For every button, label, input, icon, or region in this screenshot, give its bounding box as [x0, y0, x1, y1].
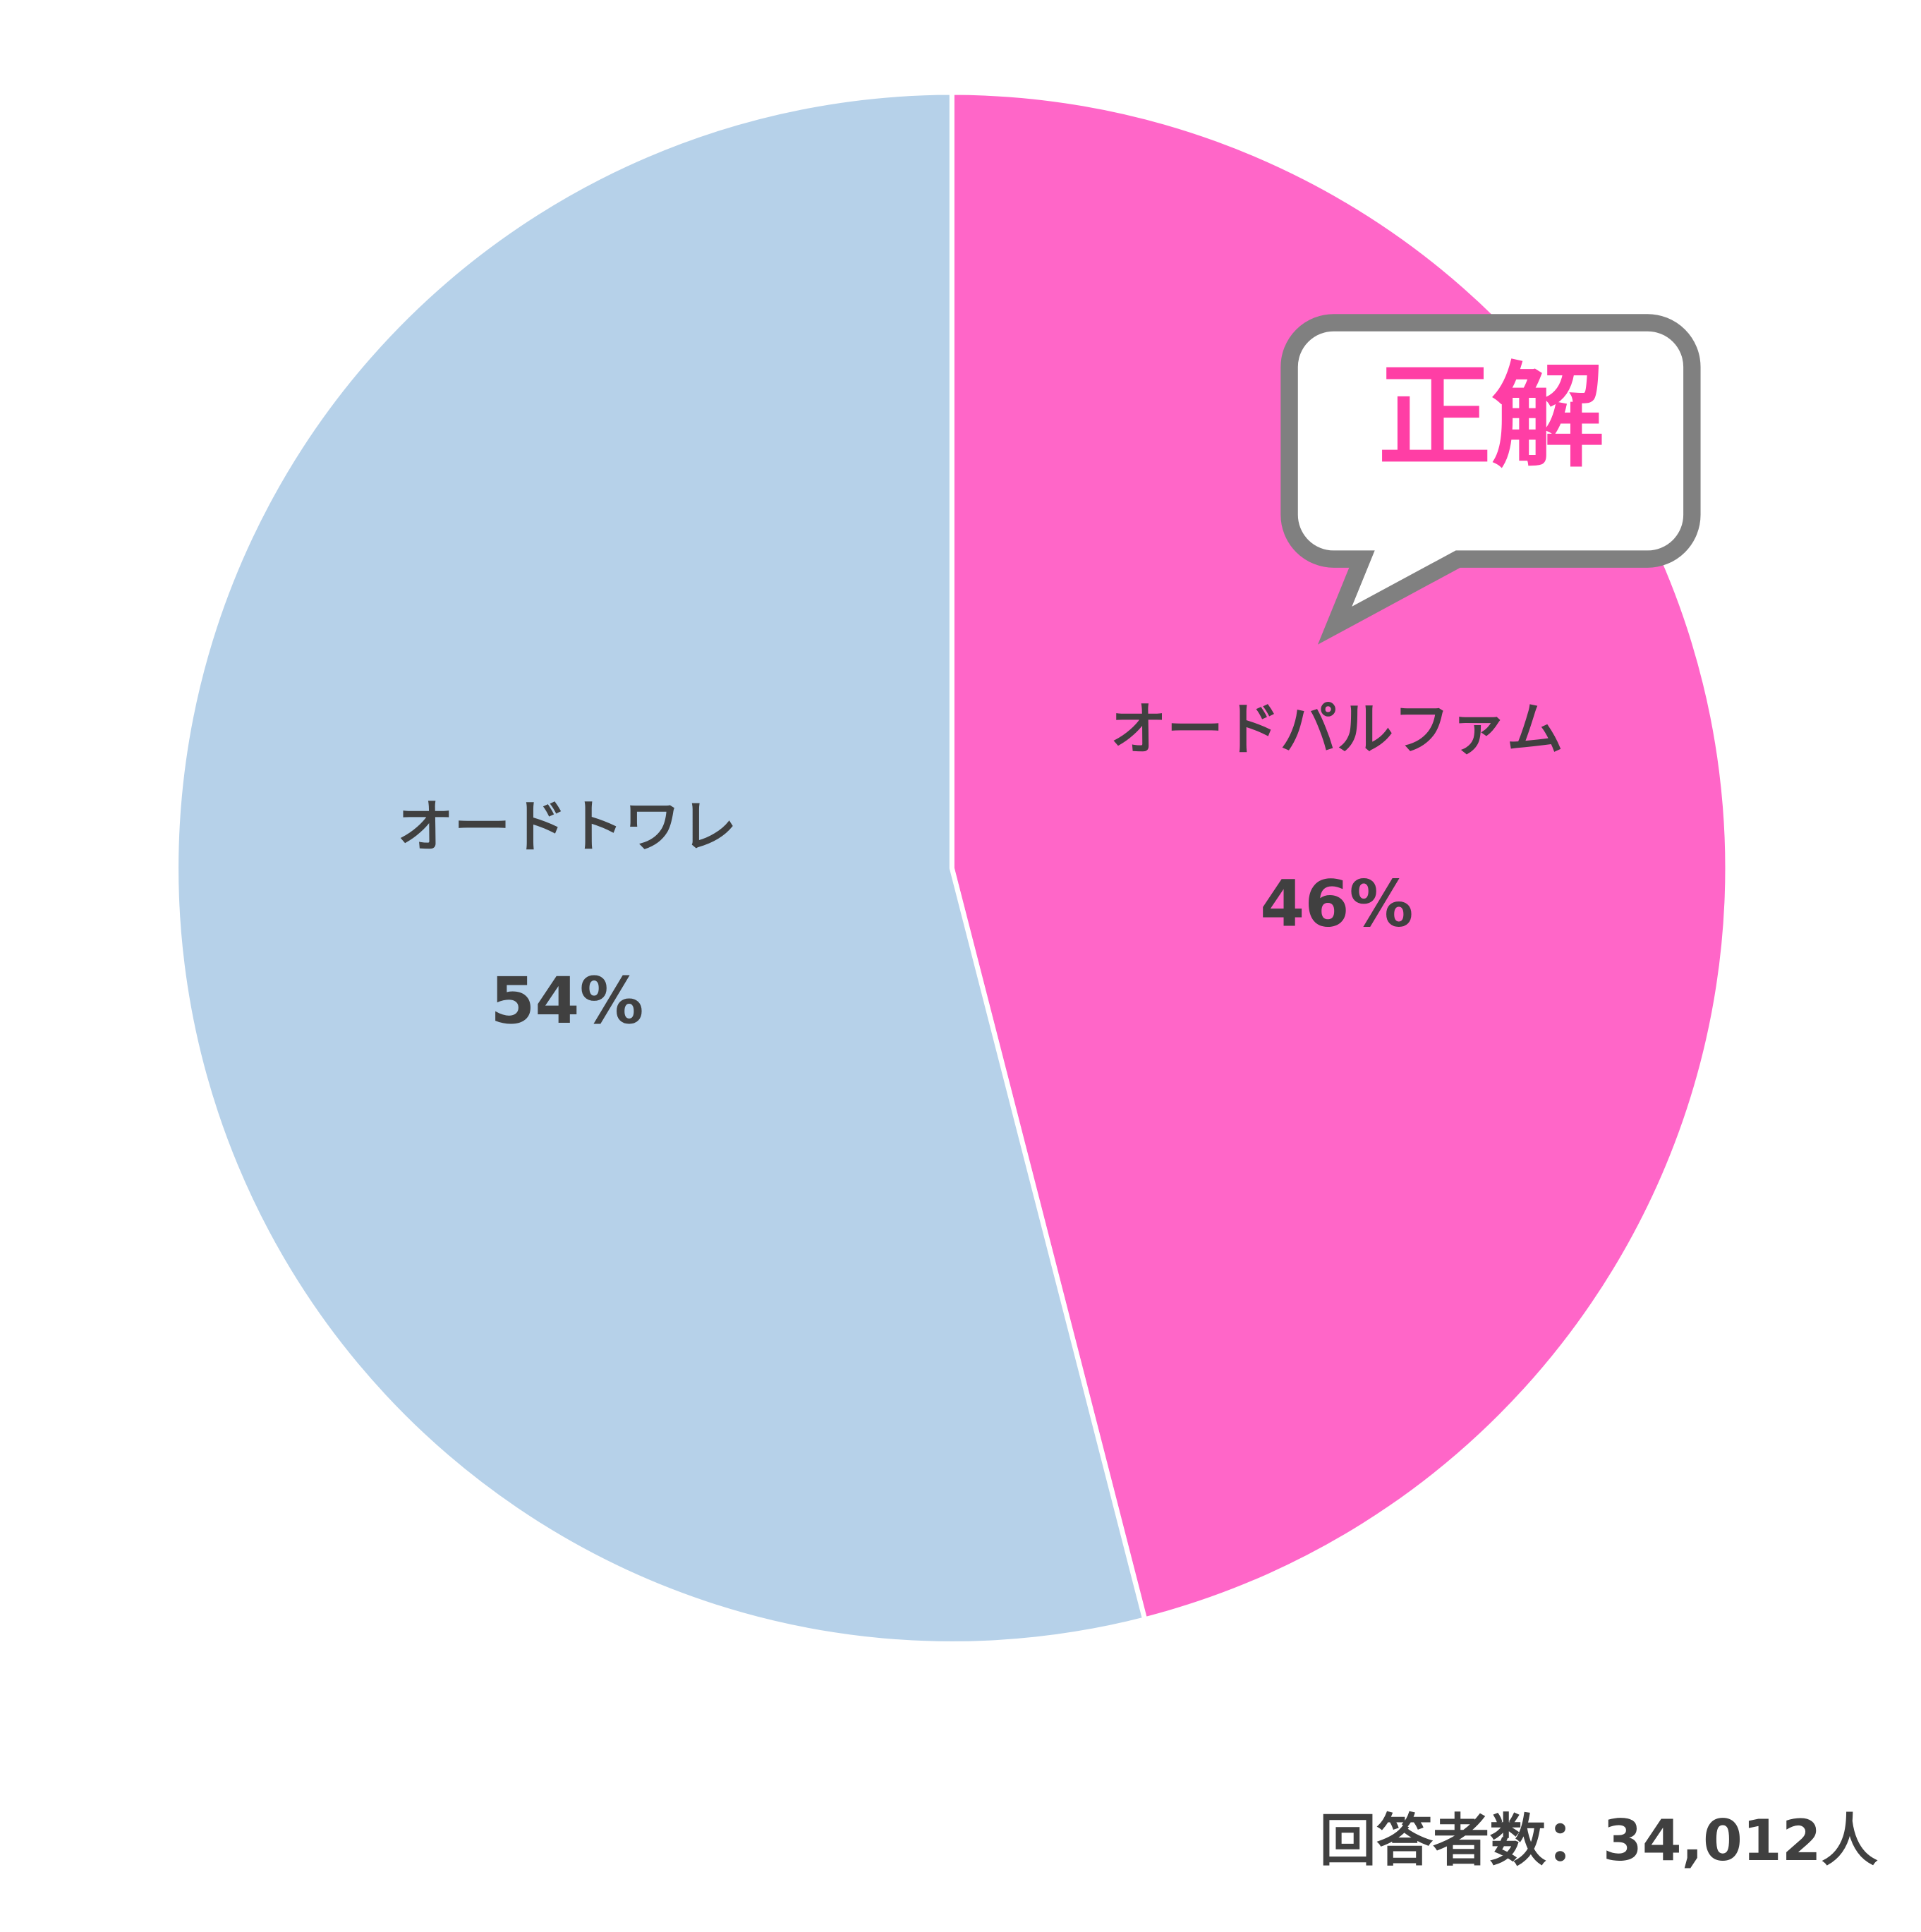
slice-label: オードトワレ	[397, 793, 737, 859]
footnote: 回答者数：34,012人	[1319, 1807, 1877, 1873]
value-label: 54%	[490, 964, 643, 1038]
callout-text: 正解	[1378, 351, 1604, 482]
callout-bubble	[1280, 314, 1701, 645]
labels: オードパルファム 46% オードトワレ 54%	[397, 696, 1563, 1039]
pie-slice	[174, 90, 1148, 1646]
callout: 正解	[1280, 314, 1701, 645]
slice-label: オードパルファム	[1110, 696, 1563, 763]
value-label: 46%	[1260, 867, 1413, 941]
